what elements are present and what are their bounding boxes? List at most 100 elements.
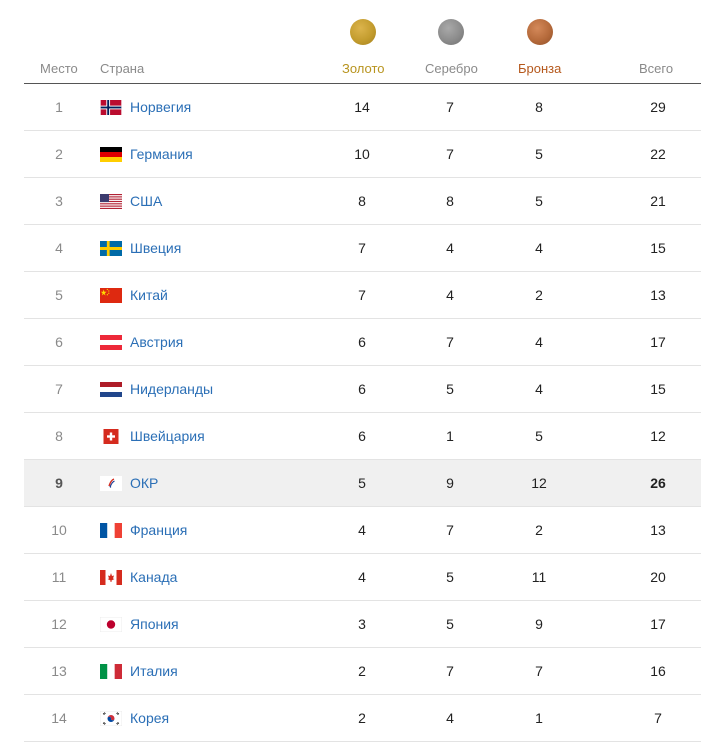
gold-count: 5 [358,475,366,491]
country-link[interactable]: США [130,193,163,209]
bronze-count: 11 [531,569,547,585]
bronze-count: 4 [535,334,543,350]
bronze-count: 4 [535,381,543,397]
austria-flag-icon [100,335,122,350]
silver-count: 7 [446,522,454,538]
silver-count: 5 [446,616,454,632]
total-count: 20 [650,569,666,585]
gold-count: 6 [358,428,366,444]
table-row: 12 Япония 3 5 9 17 [24,601,701,648]
table-row: 5 Китай 7 4 2 13 [24,272,701,319]
norway-flag-icon [100,100,122,115]
total-count: 16 [650,663,666,679]
gold-count: 6 [358,334,366,350]
table-row: 2 Германия 10 7 5 22 [24,131,701,178]
column-header-place[interactable]: Место [40,61,78,76]
place-cell: 3 [55,193,63,209]
korea-flag-icon [100,711,122,726]
table-row: 3 США 8 8 5 21 [24,178,701,225]
silver-count: 7 [446,99,454,115]
place-cell: 14 [51,710,67,726]
gold-count: 3 [358,616,366,632]
table-header: Место Страна Золото Серебро Бронза Всего [24,58,701,84]
medal-icons-row [0,19,716,47]
roc-flag-icon [100,476,122,491]
column-header-total[interactable]: Всего [639,61,674,76]
place-cell: 11 [51,569,67,585]
country-link[interactable]: Нидерланды [130,381,214,397]
place-cell: 12 [51,616,67,632]
total-count: 17 [650,334,666,350]
germany-flag-icon [100,147,122,162]
place-cell: 7 [55,381,63,397]
gold-count: 7 [358,287,366,303]
place-cell: 9 [55,475,63,491]
total-count: 13 [650,522,666,538]
country-link[interactable]: Франция [130,522,188,538]
silver-count: 5 [446,381,454,397]
country-link[interactable]: Канада [130,569,178,585]
country-link[interactable]: Швейцария [130,428,205,444]
country-link[interactable]: Италия [130,663,178,679]
country-link[interactable]: Австрия [130,334,184,350]
column-header-bronze[interactable]: Бронза [518,61,562,76]
silver-count: 8 [446,193,454,209]
bronze-medal-icon [527,19,553,45]
table-row: 6 Австрия 6 7 4 17 [24,319,701,366]
country-link[interactable]: Норвегия [130,99,192,115]
table-row: 1 Норвегия 14 7 8 29 [24,84,701,131]
country-link[interactable]: ОКР [130,475,159,491]
table-row: 9 ОКР 5 9 12 26 [24,460,701,507]
column-header-gold[interactable]: Золото [342,61,385,76]
silver-count: 7 [446,334,454,350]
country-link[interactable]: Япония [130,616,179,632]
table-row: 10 Франция 4 7 2 13 [24,507,701,554]
total-count: 29 [650,99,666,115]
usa-flag-icon [100,194,122,209]
place-cell: 1 [55,99,63,115]
gold-count: 2 [358,710,366,726]
bronze-count: 2 [535,522,543,538]
table-row: 13 Италия 2 7 7 16 [24,648,701,695]
gold-count: 14 [354,99,370,115]
column-header-silver[interactable]: Серебро [425,61,478,76]
china-flag-icon [100,288,122,303]
gold-count: 8 [358,193,366,209]
place-cell: 4 [55,240,63,256]
place-cell: 10 [51,522,67,538]
total-count: 21 [650,193,666,209]
table-row: 8 Швейцария 6 1 5 12 [24,413,701,460]
silver-medal-icon [438,19,464,45]
silver-count: 1 [446,428,454,444]
total-count: 26 [650,475,666,491]
total-count: 12 [650,428,666,444]
total-count: 17 [650,616,666,632]
country-link[interactable]: Китай [130,287,168,303]
bronze-count: 9 [535,616,543,632]
country-link[interactable]: Швеция [130,240,182,256]
place-cell: 6 [55,334,63,350]
bronze-count: 5 [535,428,543,444]
total-count: 15 [650,240,666,256]
silver-count: 4 [446,287,454,303]
silver-count: 7 [446,663,454,679]
silver-count: 7 [446,146,454,162]
table-row: 11 Канада 4 5 11 20 [24,554,701,601]
country-link[interactable]: Корея [130,710,170,726]
sweden-flag-icon [100,241,122,256]
bronze-count: 5 [535,146,543,162]
canada-flag-icon [100,570,122,585]
netherlands-flag-icon [100,382,122,397]
japan-flag-icon [100,617,122,632]
bronze-count: 5 [535,193,543,209]
place-cell: 13 [51,663,67,679]
medal-table-body: 1 Норвегия 14 7 8 29 2 Германия 10 7 5 22 3 США 8 8 5 21 4… [24,84,701,742]
gold-count: 4 [358,569,366,585]
place-cell: 5 [55,287,63,303]
total-count: 13 [650,287,666,303]
silver-count: 4 [446,710,454,726]
column-header-country[interactable]: Страна [100,61,145,76]
bronze-count: 4 [535,240,543,256]
country-link[interactable]: Германия [130,146,193,162]
france-flag-icon [100,523,122,538]
